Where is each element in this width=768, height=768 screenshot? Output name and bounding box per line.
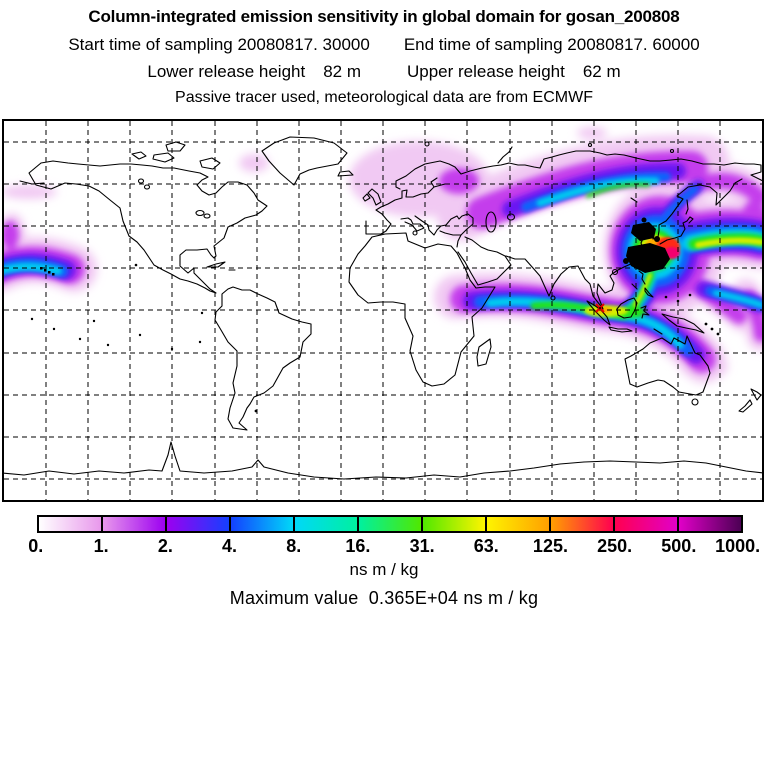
upper-release-label: Upper release height — [407, 62, 565, 81]
coast-greenland — [261, 136, 348, 186]
release-heights-line: Lower release height 82 m Upper release … — [0, 62, 768, 82]
coast-arctic-islands — [131, 141, 221, 170]
coast-south-america — [214, 286, 312, 431]
colorbar-tick-label: 500. — [661, 536, 697, 556]
coast-british-isles — [362, 188, 382, 206]
lake-michigan-huron — [203, 213, 211, 219]
colorbar-tick-label: 1. — [93, 536, 109, 556]
world-map-svg — [4, 121, 762, 500]
overflow-region — [623, 217, 670, 273]
colorbar-segment — [165, 517, 229, 531]
colorbar-tick-label: 2. — [157, 536, 173, 556]
colorbar — [37, 515, 743, 533]
island-new-siberian — [669, 148, 675, 154]
colorbar-segment — [485, 517, 549, 531]
lower-release-pair: Lower release height 82 m — [147, 62, 361, 82]
coast-italy — [400, 217, 425, 232]
coast-madagascar — [476, 338, 492, 367]
upper-release-pair: Upper release height 62 m — [407, 62, 621, 82]
island-sicily — [412, 230, 418, 236]
coast-europe-west — [365, 177, 438, 235]
colorbar-segment — [39, 517, 101, 531]
coast-new-guinea — [661, 313, 705, 334]
coast-sakhalin — [685, 199, 689, 215]
island-hainan — [611, 268, 619, 276]
lower-release-value: 82 m — [323, 62, 361, 81]
colorbar-tick-label: 125. — [532, 536, 568, 556]
coast-sulawesi — [640, 305, 663, 335]
island-severnaya — [587, 142, 593, 148]
colorbar-segment — [613, 517, 677, 531]
colorbar-tick-label: 63. — [473, 536, 499, 556]
island-specks — [30, 263, 720, 413]
lake-great-slave — [143, 184, 151, 190]
colorbar-segment — [229, 517, 293, 531]
colorbar-segment — [357, 517, 421, 531]
upper-release-value: 62 m — [582, 62, 621, 81]
island-sri-lanka — [550, 295, 556, 301]
coast-asia-arctic — [481, 150, 762, 182]
tracer-note: Passive tracer used, meteorological data… — [175, 89, 593, 106]
max-value-label: Maximum value 0.365E+04 ns m / kg — [229, 588, 539, 608]
coast-borneo — [616, 297, 638, 319]
colorbar-segment — [101, 517, 165, 531]
world-map-panel — [2, 119, 764, 502]
coast-north-america — [28, 160, 268, 294]
colorbar-tick-labels: 0. 1. 2. 4. 8. 16. 31. 63. 125. 250. 500. 1000. — [28, 536, 760, 558]
colorbar-tick-label: 31. — [409, 536, 435, 556]
start-time-text: Start time of sampling 20080817. 30000 — [68, 35, 370, 54]
coast-australia — [624, 335, 711, 396]
coast-balkans-blacksea — [414, 213, 474, 248]
max-value-marker — [595, 303, 605, 313]
colorbar-units-label: ns m / kg — [349, 560, 419, 579]
colorbar-tick-label: 250. — [597, 536, 633, 556]
colorbar-segment — [549, 517, 613, 531]
colorbar-tick-label: 4. — [222, 536, 238, 556]
coast-antarctica — [4, 441, 762, 480]
lower-release-label: Lower release height — [147, 62, 306, 81]
colorbar-tick-label: 8. — [286, 536, 302, 556]
coast-philippines — [631, 270, 654, 298]
lake-superior — [195, 209, 205, 217]
sampling-times-line: Start time of sampling 20080817. 30000 E… — [0, 35, 768, 55]
island-svalbard — [424, 141, 430, 147]
coast-sumatra — [586, 300, 611, 326]
lake-great-bear — [137, 178, 145, 184]
coast-cuba-caribbean — [206, 261, 236, 271]
coast-new-zealand — [738, 388, 762, 413]
coast-africa — [348, 232, 496, 387]
colorbar-tick-label: 1000. — [715, 536, 761, 556]
end-time-text: End time of sampling 20080817. 60000 — [403, 35, 700, 54]
page-title: Column-integrated emission sensitivity i… — [88, 7, 680, 26]
lake-aral — [506, 213, 516, 221]
colorbar-tick-label: 16. — [345, 536, 371, 556]
colorbar-segment — [421, 517, 485, 531]
coast-scandinavia — [395, 160, 483, 190]
island-tasmania — [691, 398, 699, 406]
coast-arabia — [457, 236, 512, 286]
coast-iceland — [337, 170, 354, 177]
coast-arctic-russia-islands — [19, 146, 638, 203]
lake-caspian — [485, 211, 497, 233]
graticule-parallels — [4, 141, 762, 480]
colorbar-segment — [677, 517, 741, 531]
colorbar-tick-label: 0. — [28, 536, 44, 556]
colorbar-segment — [293, 517, 357, 531]
coast-japan — [659, 216, 694, 245]
coast-java — [608, 326, 633, 333]
